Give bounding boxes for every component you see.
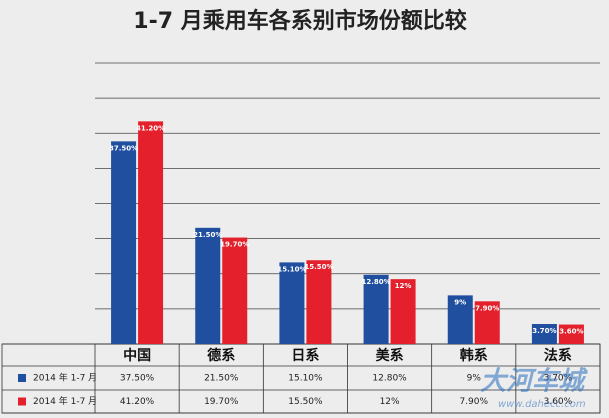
bar [390, 279, 416, 344]
value-label: 3.70% [532, 327, 556, 335]
value-label: 19.70% [220, 241, 249, 249]
bar [279, 262, 305, 344]
value-label: 41.20% [136, 124, 165, 132]
bar [558, 324, 584, 344]
x-tick-label: 日系 [291, 347, 319, 364]
value-label: 12.80% [362, 278, 391, 286]
value-label: 15.50% [304, 263, 333, 271]
x-tick-label: 美系 [376, 347, 404, 364]
table-cell: 15.10% [288, 374, 323, 384]
legend-label: 2014 年 1-7 月 [33, 372, 97, 384]
legend-swatch [18, 397, 26, 406]
bar [306, 260, 332, 344]
x-tick-label: 法系 [544, 347, 572, 364]
table-cell: 21.50% [204, 374, 239, 384]
bar [195, 227, 221, 344]
table-cell: 37.50% [120, 374, 155, 384]
bar [447, 295, 473, 344]
value-label: 3.60% [559, 328, 583, 336]
value-label: 21.50% [193, 231, 222, 239]
bar [111, 141, 137, 344]
watermark: 大河车城 [480, 367, 588, 397]
table-cell: 7.90% [459, 397, 488, 407]
watermark-url: www.dahecc.com [498, 399, 586, 410]
table-cell: 15.50% [288, 397, 323, 407]
table-cell: 41.20% [120, 397, 155, 407]
value-label: 15.10% [277, 265, 306, 273]
bar [363, 274, 389, 344]
bar [138, 121, 164, 344]
x-tick-label: 韩系 [460, 347, 488, 364]
value-label: 37.50% [109, 144, 138, 152]
value-label: 12% [395, 282, 412, 290]
table-cell: 3.60% [544, 397, 573, 407]
value-label: 7.90% [475, 304, 499, 312]
x-tick-label: 德系 [207, 347, 235, 364]
bar [474, 301, 500, 344]
table-cell: 19.70% [204, 397, 239, 407]
table-cell: 12.80% [372, 374, 407, 384]
value-label: 9% [454, 298, 466, 306]
table-cell: 9% [467, 374, 482, 384]
bar [222, 237, 248, 344]
legend-label: 2014 年 1-7 月 [33, 395, 97, 407]
legend-swatch [18, 374, 26, 382]
bar [531, 324, 557, 344]
table-cell: 12% [380, 397, 400, 407]
chart-title: 1-7 月乘用车各系别市场份额比较 [133, 8, 466, 34]
table-cell: 3.70% [544, 374, 573, 384]
x-tick-label: 中国 [123, 347, 151, 364]
